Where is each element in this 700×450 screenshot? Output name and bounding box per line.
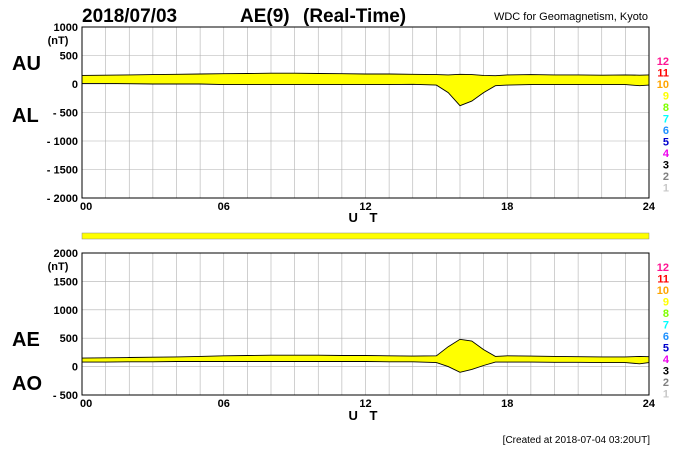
station-number-label: 10 <box>657 79 669 91</box>
station-number-label: 2 <box>663 377 669 389</box>
ae-label: AE <box>12 329 40 351</box>
au-al-unit: (nT) <box>48 35 69 47</box>
au-label: AU <box>12 53 41 75</box>
station-number-label: 3 <box>663 366 669 378</box>
y-tick-label: - 500 <box>53 390 78 402</box>
station-number-label: 11 <box>657 68 669 80</box>
station-number-label: 1 <box>663 183 669 195</box>
ao-label: AO <box>12 373 42 395</box>
station-number-label: 12 <box>657 262 669 274</box>
y-tick-label: 500 <box>60 51 78 63</box>
x-tick-label: 00 <box>80 398 92 410</box>
station-number-label: 4 <box>663 354 670 366</box>
series-line-al <box>82 82 650 107</box>
station-number-label: 5 <box>663 343 669 355</box>
y-tick-label: 0 <box>72 79 78 91</box>
ae-ao-x-ticks: 00 06 12 18 24 <box>80 398 656 410</box>
y-tick-label: 1000 <box>54 305 78 317</box>
station-number-label: 11 <box>657 274 669 286</box>
x-tick-label: 12 <box>359 201 371 213</box>
station-number-label: 8 <box>663 308 669 320</box>
y-tick-label: 500 <box>60 333 78 345</box>
station-number-label: 2 <box>663 171 669 183</box>
au-al-grid <box>82 27 649 198</box>
series-line-ao <box>82 361 650 373</box>
station-number-label: 8 <box>663 102 669 114</box>
station-number-label: 9 <box>663 297 669 309</box>
ae-ao-x-label: U T <box>349 408 382 423</box>
x-tick-label: 18 <box>501 201 513 213</box>
created-footer: [Created at 2018-07-04 03:20UT] <box>503 435 651 446</box>
station-number-label: 10 <box>657 285 669 297</box>
ae-ao-grid <box>82 253 649 395</box>
station-number-label: 6 <box>663 125 669 137</box>
source-title: WDC for Geomagnetism, Kyoto <box>494 11 648 23</box>
series-line-au <box>81 72 650 77</box>
station-number-label: 4 <box>663 148 670 160</box>
ae-ao-unit: (nT) <box>48 261 69 273</box>
y-tick-label: 0 <box>72 362 78 374</box>
x-tick-label: 06 <box>218 398 230 410</box>
ae-ao-area <box>81 338 650 373</box>
au-al-x-label: U T <box>349 210 382 225</box>
y-tick-label: - 2000 <box>47 193 78 205</box>
x-tick-label: 24 <box>643 201 656 213</box>
y-tick-label: - 1000 <box>47 136 78 148</box>
al-label: AL <box>12 105 39 127</box>
au-al-area <box>81 72 650 107</box>
x-tick-label: 00 <box>80 201 92 213</box>
ae-ao-frame <box>81 252 650 396</box>
date-title: 2018/07/03 <box>82 6 177 27</box>
x-tick-label: 12 <box>359 398 371 410</box>
station-number-label: 7 <box>663 114 669 126</box>
y-tick-label: 1000 <box>54 22 78 34</box>
au-al-frame <box>81 26 650 199</box>
y-tick-label: - 1500 <box>47 165 78 177</box>
station-number-label: 3 <box>663 160 669 172</box>
x-tick-label: 06 <box>218 201 230 213</box>
series-line-ae <box>81 338 650 359</box>
station-number-label: 12 <box>657 56 669 68</box>
y-tick-label: 1500 <box>54 276 78 288</box>
au-al-y-ticks: 1000 500 0 - 500 - 1000 - 1500 - 2000 <box>47 22 78 205</box>
band-fill-au-al <box>82 73 649 106</box>
station-number-label: 9 <box>663 91 669 103</box>
au-al-x-ticks: 00 06 12 18 24 <box>80 201 656 213</box>
x-tick-label: 18 <box>501 398 513 410</box>
y-tick-label: 2000 <box>54 248 78 260</box>
station-number-label: 5 <box>663 137 669 149</box>
mode-title: (Real-Time) <box>303 6 406 27</box>
index-title: AE(9) <box>240 6 290 27</box>
station-number-label: 1 <box>663 389 669 401</box>
station-coverage-strip <box>81 232 650 240</box>
ae-ao-y-ticks: 2000 1500 1000 500 0 - 500 <box>53 248 78 402</box>
y-tick-label: - 500 <box>53 108 78 120</box>
station-number-label: 7 <box>663 320 669 332</box>
x-tick-label: 24 <box>643 398 656 410</box>
station-number-label: 6 <box>663 331 669 343</box>
